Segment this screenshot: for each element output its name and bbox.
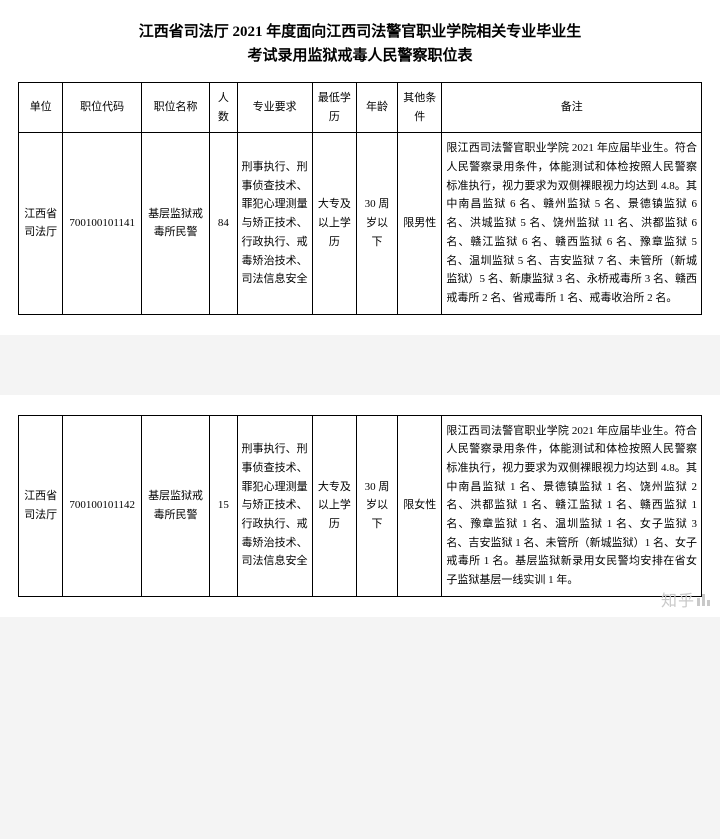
cell-major: 刑事执行、刑事侦查技术、罪犯心理测量与矫正技术、行政执行、戒毒矫治技术、司法信息… — [237, 415, 312, 596]
table-row: 江西省司法厅 700100101142 基层监狱戒毒所民警 15 刑事执行、刑事… — [19, 415, 702, 596]
cell-code: 700100101141 — [63, 133, 142, 314]
cell-other: 限女性 — [398, 415, 442, 596]
cell-note: 限江西司法警官职业学院 2021 年应届毕业生。符合人民警察录用条件，体能测试和… — [442, 133, 702, 314]
cell-edu: 大专及以上学历 — [312, 415, 356, 596]
col-name: 职位名称 — [141, 83, 209, 133]
cell-count: 84 — [210, 133, 237, 314]
col-edu: 最低学历 — [312, 83, 356, 133]
zhihu-logo-icon — [697, 592, 710, 606]
col-age: 年龄 — [357, 83, 398, 133]
positions-table-1: 单位 职位代码 职位名称 人数 专业要求 最低学历 年龄 其他条件 备注 江西省… — [18, 82, 702, 315]
cell-count: 15 — [210, 415, 237, 596]
table-header-row: 单位 职位代码 职位名称 人数 专业要求 最低学历 年龄 其他条件 备注 — [19, 83, 702, 133]
col-unit: 单位 — [19, 83, 63, 133]
document-title: 江西省司法厅 2021 年度面向江西司法警官职业学院相关专业毕业生 考试录用监狱… — [18, 20, 702, 68]
cell-code: 700100101142 — [63, 415, 142, 596]
document-page-1: 江西省司法厅 2021 年度面向江西司法警官职业学院相关专业毕业生 考试录用监狱… — [0, 0, 720, 335]
zhihu-watermark: 知乎 — [661, 587, 710, 611]
watermark-text: 知乎 — [661, 587, 695, 611]
cell-unit: 江西省司法厅 — [19, 415, 63, 596]
col-count: 人数 — [210, 83, 237, 133]
col-major: 专业要求 — [237, 83, 312, 133]
document-page-2: 江西省司法厅 700100101142 基层监狱戒毒所民警 15 刑事执行、刑事… — [0, 395, 720, 617]
cell-age: 30 周岁以下 — [357, 415, 398, 596]
title-line-1: 江西省司法厅 2021 年度面向江西司法警官职业学院相关专业毕业生 — [18, 20, 702, 44]
col-other: 其他条件 — [398, 83, 442, 133]
cell-other: 限男性 — [398, 133, 442, 314]
positions-table-2: 江西省司法厅 700100101142 基层监狱戒毒所民警 15 刑事执行、刑事… — [18, 415, 702, 597]
cell-edu: 大专及以上学历 — [312, 133, 356, 314]
cell-name: 基层监狱戒毒所民警 — [141, 415, 209, 596]
cell-note: 限江西司法警官职业学院 2021 年应届毕业生。符合人民警察录用条件，体能测试和… — [442, 415, 702, 596]
col-code: 职位代码 — [63, 83, 142, 133]
title-line-2: 考试录用监狱戒毒人民警察职位表 — [18, 44, 702, 68]
cell-major: 刑事执行、刑事侦查技术、罪犯心理测量与矫正技术、行政执行、戒毒矫治技术、司法信息… — [237, 133, 312, 314]
cell-name: 基层监狱戒毒所民警 — [141, 133, 209, 314]
col-note: 备注 — [442, 83, 702, 133]
cell-age: 30 周岁以下 — [357, 133, 398, 314]
cell-unit: 江西省司法厅 — [19, 133, 63, 314]
table-row: 江西省司法厅 700100101141 基层监狱戒毒所民警 84 刑事执行、刑事… — [19, 133, 702, 314]
